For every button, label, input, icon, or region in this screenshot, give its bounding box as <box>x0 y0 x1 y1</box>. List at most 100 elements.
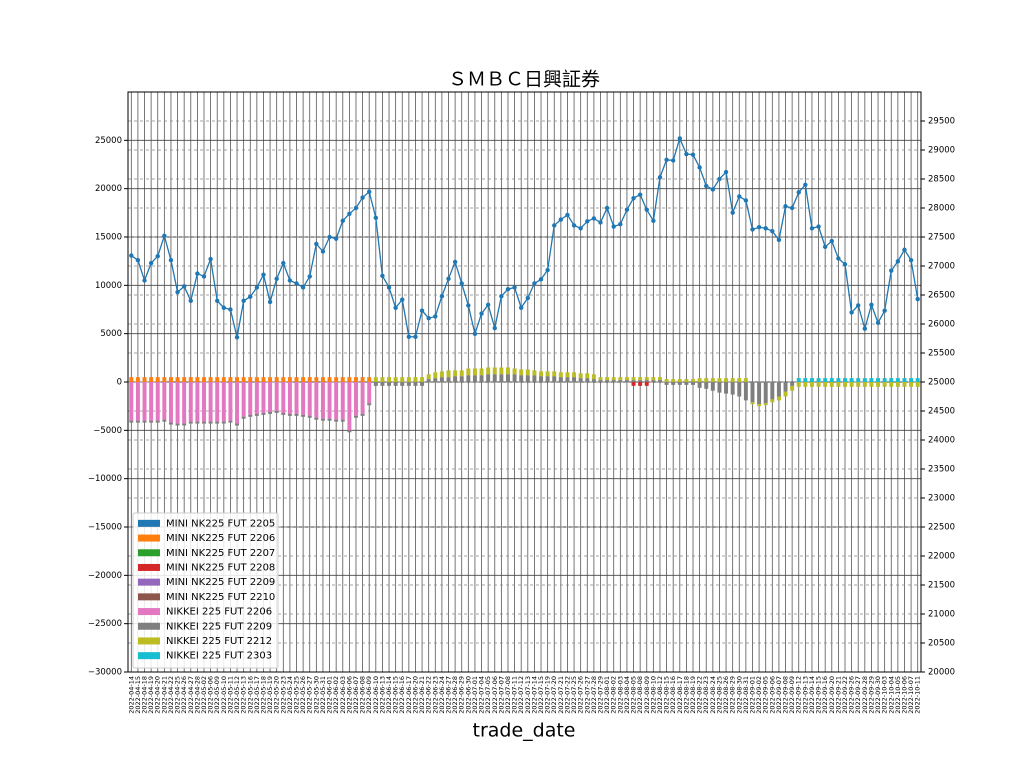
line-marker <box>598 220 603 225</box>
bar <box>565 377 570 382</box>
bar <box>149 420 154 423</box>
line-marker <box>512 285 517 290</box>
x-tick-label: 2022-08-29 <box>729 676 737 714</box>
x-tick-label: 2022-05-16 <box>246 676 254 714</box>
bar <box>340 377 345 382</box>
x-tick-label: 2022-05-26 <box>299 676 307 714</box>
bar <box>202 382 206 422</box>
x-tick-label: 2022-07-19 <box>544 676 552 714</box>
bar <box>393 377 398 382</box>
line-marker <box>684 151 689 157</box>
line-marker <box>525 295 531 301</box>
line-marker <box>129 253 134 258</box>
bar <box>248 382 253 415</box>
bar <box>208 421 213 424</box>
x-tick-label: 2022-09-15 <box>815 676 823 714</box>
line-marker <box>142 278 147 283</box>
x-tick-label: 2022-06-17 <box>405 676 413 714</box>
line-marker <box>657 175 663 180</box>
bar <box>314 417 319 420</box>
bar <box>155 377 160 382</box>
bar <box>439 377 444 382</box>
bar <box>505 374 510 382</box>
line-marker <box>492 325 497 331</box>
bar <box>618 377 623 381</box>
bar <box>281 412 286 415</box>
bar <box>175 377 180 382</box>
line-marker <box>281 260 286 266</box>
bar <box>572 372 577 378</box>
bar <box>809 382 814 387</box>
x-tick-label: 2022-09-14 <box>808 676 816 714</box>
bar <box>261 377 266 382</box>
line-marker <box>710 187 716 192</box>
bar <box>129 382 134 421</box>
line-marker <box>856 303 861 308</box>
line-marker <box>842 262 848 267</box>
x-tick-label: 2022-05-13 <box>240 676 248 714</box>
bar <box>354 415 358 418</box>
line-marker <box>195 271 200 276</box>
bar <box>638 382 643 386</box>
bar <box>836 382 841 387</box>
bar <box>400 377 405 382</box>
bar <box>294 377 299 382</box>
bar <box>439 371 444 378</box>
line-marker <box>446 276 451 281</box>
bar <box>373 382 378 386</box>
line-marker <box>518 305 524 310</box>
legend-swatch <box>138 608 160 616</box>
bar <box>208 377 213 382</box>
bar <box>228 382 233 421</box>
bar <box>605 377 610 381</box>
bar <box>763 382 768 404</box>
bar <box>757 382 762 405</box>
bar <box>803 378 808 382</box>
plot-frame <box>127 91 922 673</box>
bar <box>420 377 425 382</box>
bar <box>235 423 240 426</box>
x-tick-label: 2022-07-15 <box>537 676 545 714</box>
bar <box>274 377 279 382</box>
x-tick-label: 2022-07-27 <box>583 676 591 714</box>
bar <box>320 382 325 419</box>
line-marker <box>360 195 365 200</box>
bar <box>287 413 292 416</box>
bar <box>809 378 814 382</box>
line-marker <box>836 256 841 261</box>
line-marker <box>201 274 207 279</box>
x-tick-label: 2022-04-27 <box>187 676 195 714</box>
x-tick-label: 2022-06-28 <box>451 676 459 714</box>
x-tick-label: 2022-10-05 <box>894 676 902 714</box>
y2-tick-label: 20000 <box>928 668 955 678</box>
x-tick-label: 2022-06-13 <box>378 676 386 714</box>
x-tick-label: 2022-07-13 <box>524 676 532 714</box>
x-tick-label: 2022-07-14 <box>530 676 538 714</box>
bar <box>334 377 339 382</box>
x-tick-label: 2022-07-28 <box>590 676 598 714</box>
line-marker <box>875 320 881 326</box>
line-marker <box>499 293 504 299</box>
line-marker <box>783 204 788 209</box>
line-marker <box>552 223 557 228</box>
x-tick-label: 2022-08-03 <box>616 676 624 714</box>
x-tick-label: 2022-09-21 <box>834 676 842 714</box>
x-tick-label: 2022-09-29 <box>867 676 875 714</box>
bar <box>697 382 702 388</box>
x-tick-label: 2022-07-08 <box>504 676 512 714</box>
bar <box>902 378 907 382</box>
y-tick-label: −25000 <box>88 619 122 629</box>
bar <box>195 382 200 422</box>
bar <box>472 368 477 376</box>
bar <box>902 382 907 387</box>
bar <box>737 378 742 382</box>
y2-tick-label: 27000 <box>928 262 955 272</box>
legend-swatch <box>138 637 160 645</box>
bar <box>836 378 841 382</box>
bar <box>849 378 854 382</box>
bar <box>426 379 431 382</box>
line-marker <box>902 247 907 252</box>
x-tick-label: 2022-05-30 <box>312 676 320 714</box>
line-marker <box>400 297 405 302</box>
x-tick-label: 2022-09-26 <box>848 676 856 714</box>
